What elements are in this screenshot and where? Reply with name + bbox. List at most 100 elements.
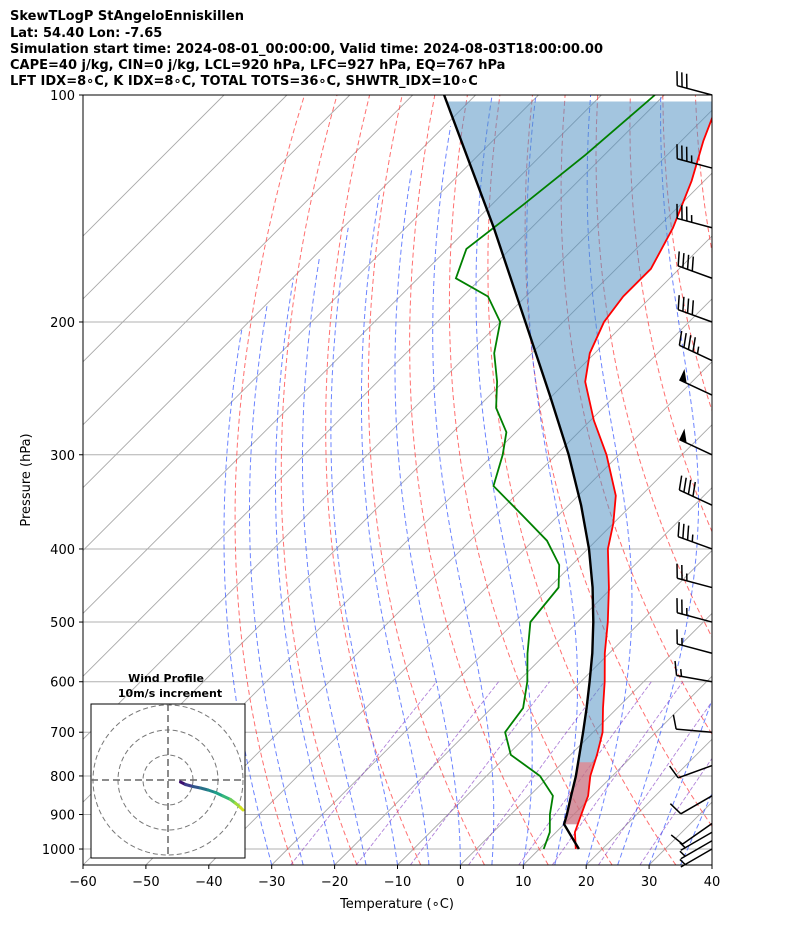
y-axis-label: Pressure (hPa) [19,433,34,526]
isotherm--150 [83,95,288,300]
mixing-ratio-line [355,681,499,865]
y-tick-label: 1000 [42,843,75,858]
dry-adiabat [325,95,422,865]
moist-adiabat [330,227,398,865]
x-tick-label: −60 [69,875,96,890]
barb-full [686,525,690,541]
y-tick-label: 400 [50,543,75,558]
barb-full [682,253,685,268]
isotherm-40 [711,864,712,865]
barb-full [678,475,683,491]
barb-staff [677,265,713,279]
dry-adiabat [409,95,549,865]
x-tick-label: −20 [321,875,348,890]
moist-adiabat [585,95,633,865]
wind-barb [678,330,713,362]
barb-full [692,481,696,497]
barb-full [672,714,677,730]
wind-barb [677,251,713,279]
barb-staff [682,822,713,845]
wind-barb [679,840,713,860]
chart-title-line-4: CAPE=40 j/kg, CIN=0 j/kg, LCL=920 hPa, L… [10,58,506,73]
dry-adiabat [662,95,712,413]
dry-adiabat [280,95,358,865]
isotherm--120 [83,95,476,489]
barb-half [696,346,700,354]
y-tick-label: 800 [50,770,75,785]
moist-adiabat [680,792,712,865]
x-tick-label: −50 [132,875,159,890]
dry-adiabat [694,95,712,255]
wind-barb [674,660,713,683]
y-tick-label: 200 [50,316,75,331]
isotherm--30 [271,424,712,865]
barb-staff [677,577,713,589]
barb-staff [676,728,713,733]
wind-barb [676,71,713,96]
x-axis-label: Temperature (∘C) [339,897,454,912]
barb-staff [680,795,713,815]
isotherm--20 [334,486,712,865]
dry-adiabat [595,95,712,639]
y-tick-label: 300 [50,449,75,464]
isotherm--160 [83,95,225,237]
barb-staff [676,674,713,683]
barb-staff [677,535,713,550]
hodograph-subtitle: 10m/s increment [118,687,222,700]
hodograph-inset [90,703,246,859]
barb-flag [679,368,687,384]
x-tick-label: 20 [578,875,595,890]
dry-adiabat [524,95,712,828]
barb-full [677,295,680,310]
wind-barb [676,598,713,623]
hodograph-plot [91,704,245,858]
barb-staff [680,848,713,868]
x-tick-label: 0 [456,875,464,890]
barb-full [691,256,695,272]
mixing-ratio-line [468,681,605,865]
isotherm--10 [397,549,712,865]
moist-adiabat [617,95,699,865]
barb-half [679,858,686,866]
barb-staff [677,611,713,623]
cape-area [564,762,594,825]
y-tick-label: 700 [50,726,75,741]
barb-staff [680,831,713,851]
barb-half [679,669,683,677]
barb-staff [679,489,713,506]
barb-full [687,479,692,495]
y-tick-label: 600 [50,676,75,691]
chart-title-line-1: SkewTLogP StAngeloEnniskillen [10,9,244,24]
barb-staff [677,764,713,779]
isotherm--50 [145,298,712,865]
barb-staff [677,643,713,654]
hodograph-segment [239,806,245,812]
wind-barb [676,563,713,589]
isotherm--100 [83,95,602,615]
wind-barb [679,848,713,868]
temperature-line [573,115,712,850]
barb-full [691,300,695,315]
barb-staff [680,840,713,860]
barb-half [691,534,694,542]
x-tick-label: −10 [384,875,411,890]
moist-adiabat [361,193,430,865]
barb-full [692,337,696,352]
x-tick-label: 10 [515,875,532,890]
moist-adiabat [432,126,495,865]
barb-full [682,523,685,539]
moist-adiabat [394,168,461,865]
wind-barb [679,831,713,851]
y-tick-label: 900 [50,809,75,824]
isotherm--140 [83,95,351,363]
wind-barb [670,822,713,845]
wind-barb [677,295,713,323]
wind-barb [677,522,713,550]
barb-full [687,335,692,350]
chart-title-line-2: Lat: 54.40 Lon: -7.65 [10,26,163,41]
barb-full [677,251,680,266]
barb-staff [677,217,713,229]
moist-adiabat [223,330,273,865]
chart-title-line-5: LFT IDX=8∘C, K IDX=8∘C, TOTAL TOTS=36∘C,… [10,74,478,89]
